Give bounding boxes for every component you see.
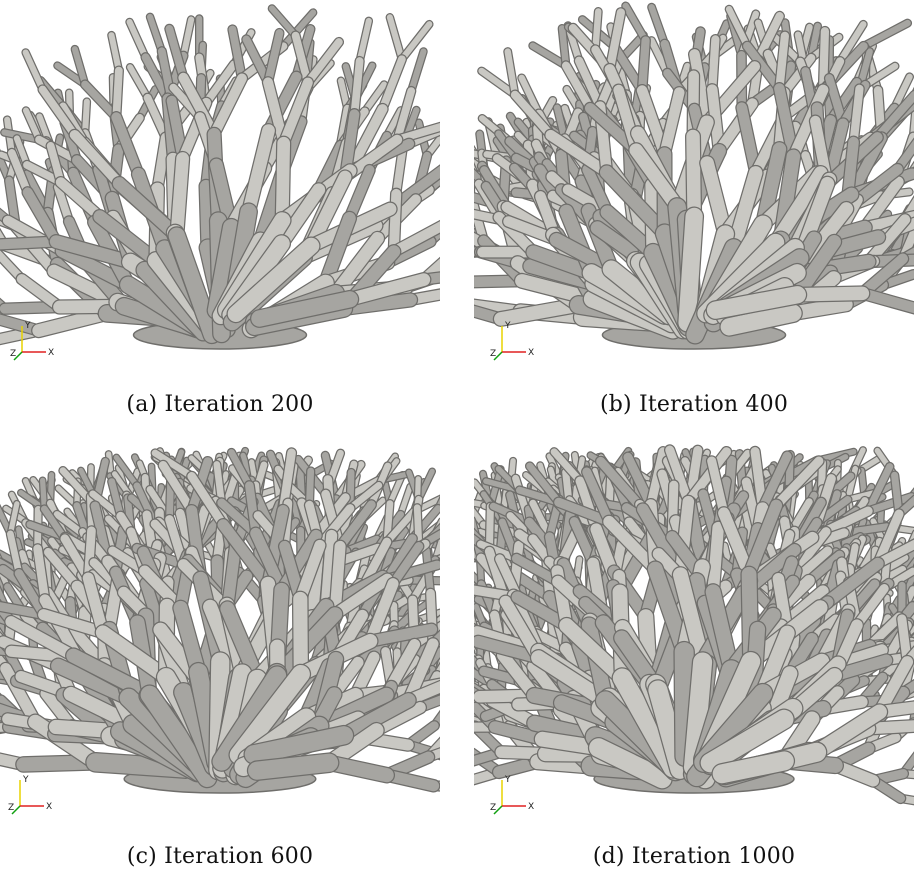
caption-d: (d) Iteration 1000	[592, 844, 796, 869]
panel-iteration-600: Y X Z (c) Iteration 600	[0, 444, 440, 884]
svg-text:Y: Y	[22, 775, 29, 785]
svg-text:Z: Z	[10, 349, 16, 359]
panel-iteration-200: Y X Z (a) Iteration 200	[0, 0, 440, 440]
svg-text:X: X	[46, 802, 52, 812]
coral-render-400	[474, 1, 914, 350]
svg-text:X: X	[48, 348, 54, 358]
svg-text:Y: Y	[504, 321, 511, 331]
axes-triad-icon: Y X Z	[490, 321, 534, 361]
coral-render-1000	[474, 444, 914, 806]
svg-text:Z: Z	[490, 349, 496, 359]
axes-triad-icon: Y X Z	[10, 321, 54, 361]
coral-render-200	[0, 4, 440, 350]
axes-triad-icon: Y X Z	[8, 775, 52, 815]
caption-c: (c) Iteration 600	[126, 844, 314, 869]
panel-iteration-400: Y X Z (b) Iteration 400	[474, 0, 914, 440]
caption-a: (a) Iteration 200	[126, 392, 314, 417]
svg-text:X: X	[528, 348, 534, 358]
caption-b: (b) Iteration 400	[599, 392, 789, 417]
svg-text:Y: Y	[24, 321, 31, 331]
svg-text:Z: Z	[8, 803, 14, 813]
coral-render-600	[0, 446, 440, 794]
panel-iteration-1000: Y X Z (d) Iteration 1000	[474, 444, 914, 884]
axes-triad-icon: Y X Z	[490, 775, 534, 815]
